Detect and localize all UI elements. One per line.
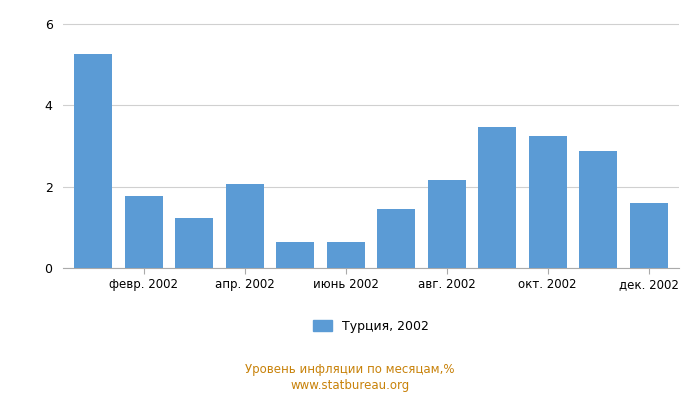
Bar: [528, 136, 567, 268]
Bar: [74, 54, 112, 268]
Legend: Турция, 2002: Турция, 2002: [313, 320, 429, 333]
Bar: [428, 180, 466, 268]
Text: www.statbureau.org: www.statbureau.org: [290, 380, 410, 392]
Bar: [327, 242, 365, 268]
Bar: [377, 209, 415, 268]
Bar: [580, 151, 617, 268]
Text: Уровень инфляции по месяцам,%: Уровень инфляции по месяцам,%: [245, 364, 455, 376]
Bar: [630, 203, 668, 268]
Bar: [175, 218, 214, 268]
Bar: [226, 184, 264, 268]
Bar: [478, 127, 516, 268]
Bar: [125, 196, 162, 268]
Bar: [276, 242, 314, 268]
